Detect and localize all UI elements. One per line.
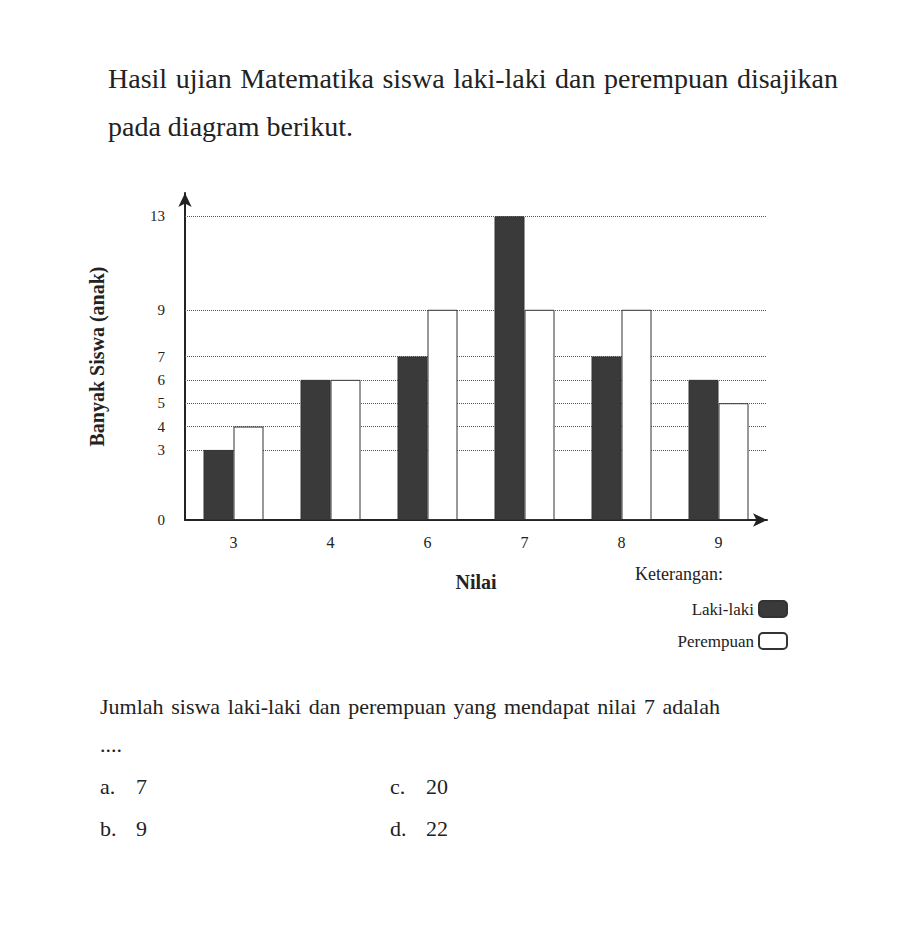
html-text:a.: a. xyxy=(100,774,116,799)
svg-text:4: 4 xyxy=(158,419,166,435)
svg-text:3: 3 xyxy=(230,534,238,551)
svg-text:0: 0 xyxy=(158,512,166,528)
html-text:d.: d. xyxy=(390,816,407,841)
svg-text:7: 7 xyxy=(521,534,529,551)
svg-text:9: 9 xyxy=(715,534,723,551)
html-text:7: 7 xyxy=(136,774,147,799)
svg-text:Nilai: Nilai xyxy=(455,571,497,593)
html-text:Jumlah siswa laki-laki dan per: Jumlah siswa laki-laki dan perempuan yan… xyxy=(100,694,720,757)
html-text:Hasil ujian Matematika siswa l: Hasil ujian Matematika siswa laki-laki d… xyxy=(108,63,838,142)
svg-text:6: 6 xyxy=(424,534,432,551)
svg-text:9: 9 xyxy=(158,302,166,318)
svg-text:8: 8 xyxy=(618,534,626,551)
html-text:9: 9 xyxy=(136,816,147,841)
svg-text:7: 7 xyxy=(158,349,166,365)
svg-text:3: 3 xyxy=(158,442,166,458)
html-text:b.: b. xyxy=(100,816,117,841)
html-text:c.: c. xyxy=(390,774,406,799)
svg-text:5: 5 xyxy=(158,395,166,411)
svg-text:Laki-laki: Laki-laki xyxy=(692,600,755,619)
svg-text:Banyak Siswa (anak): Banyak Siswa (anak) xyxy=(86,266,109,446)
svg-text:13: 13 xyxy=(150,208,165,224)
html-text:22: 22 xyxy=(426,816,448,841)
svg-text:6: 6 xyxy=(158,372,166,388)
html-text:20: 20 xyxy=(426,774,448,799)
svg-text:4: 4 xyxy=(327,534,335,551)
svg-text:Perempuan: Perempuan xyxy=(678,632,755,651)
svg-text:Keterangan:: Keterangan: xyxy=(635,564,723,584)
